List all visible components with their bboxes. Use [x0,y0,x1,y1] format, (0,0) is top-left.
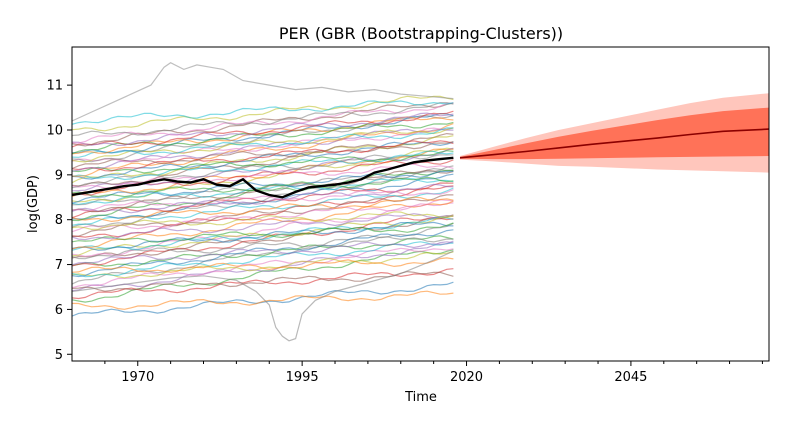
history-line [72,150,454,181]
history-line [72,141,454,170]
history-line [72,182,454,219]
y-tick-label: 6 [55,303,63,318]
x-tick-label: 1995 [286,370,319,385]
x-tick-label: 2020 [450,370,483,385]
history-line [72,211,454,231]
x-tick-label: 1970 [121,370,154,385]
history-line [72,95,454,132]
history-line [72,169,454,222]
history-line [72,222,454,243]
history-line [72,112,454,147]
history-line [72,196,454,223]
plot-area [72,62,769,342]
y-tick-label: 9 [55,168,63,183]
history-line [72,216,454,251]
history-line [72,127,454,158]
history-line [72,290,454,310]
history-line [72,140,454,172]
y-tick-label: 5 [55,348,63,363]
history-line [72,150,454,174]
x-axis: 1970 1995 2020 2045 [104,361,763,385]
history-line [72,100,454,125]
history-line [72,221,454,251]
history-line [72,127,454,163]
y-axis: 5 6 7 8 9 10 11 [46,79,72,363]
y-axis-label: log(GDP) [26,175,41,233]
history-line [72,281,454,317]
y-tick-label: 11 [46,79,63,94]
plot-frame [71,46,770,362]
highlight-line [72,156,454,199]
history-line [72,257,454,273]
history-line-peaked [72,62,454,122]
history-line [72,241,454,292]
y-tick-label: 10 [46,123,63,138]
forecast-median-line [459,128,769,159]
history-line [72,112,454,154]
history-line [72,114,454,163]
history-line [72,183,454,214]
history-line [72,176,454,198]
history-line [72,189,454,212]
history-line [72,229,454,278]
history-line [72,247,454,289]
x-tick-label: 2045 [614,370,647,385]
history-line [72,163,454,189]
y-tick-label: 8 [55,213,63,228]
history-line [72,240,454,266]
history-line [72,102,454,137]
history-line [72,199,454,233]
history-line [72,213,454,241]
chart-title: PER (GBR (Bootstrapping-Clusters)) [279,24,563,43]
history-line [72,177,454,205]
y-tick-label: 7 [55,258,63,273]
history-line [72,222,454,285]
x-axis-label: Time [404,390,437,405]
history-line [72,214,454,259]
history-line-dip [72,250,454,342]
forecast-inner-band [460,107,769,160]
history-line [72,102,454,144]
history-line [72,110,454,148]
history-line [72,236,454,260]
